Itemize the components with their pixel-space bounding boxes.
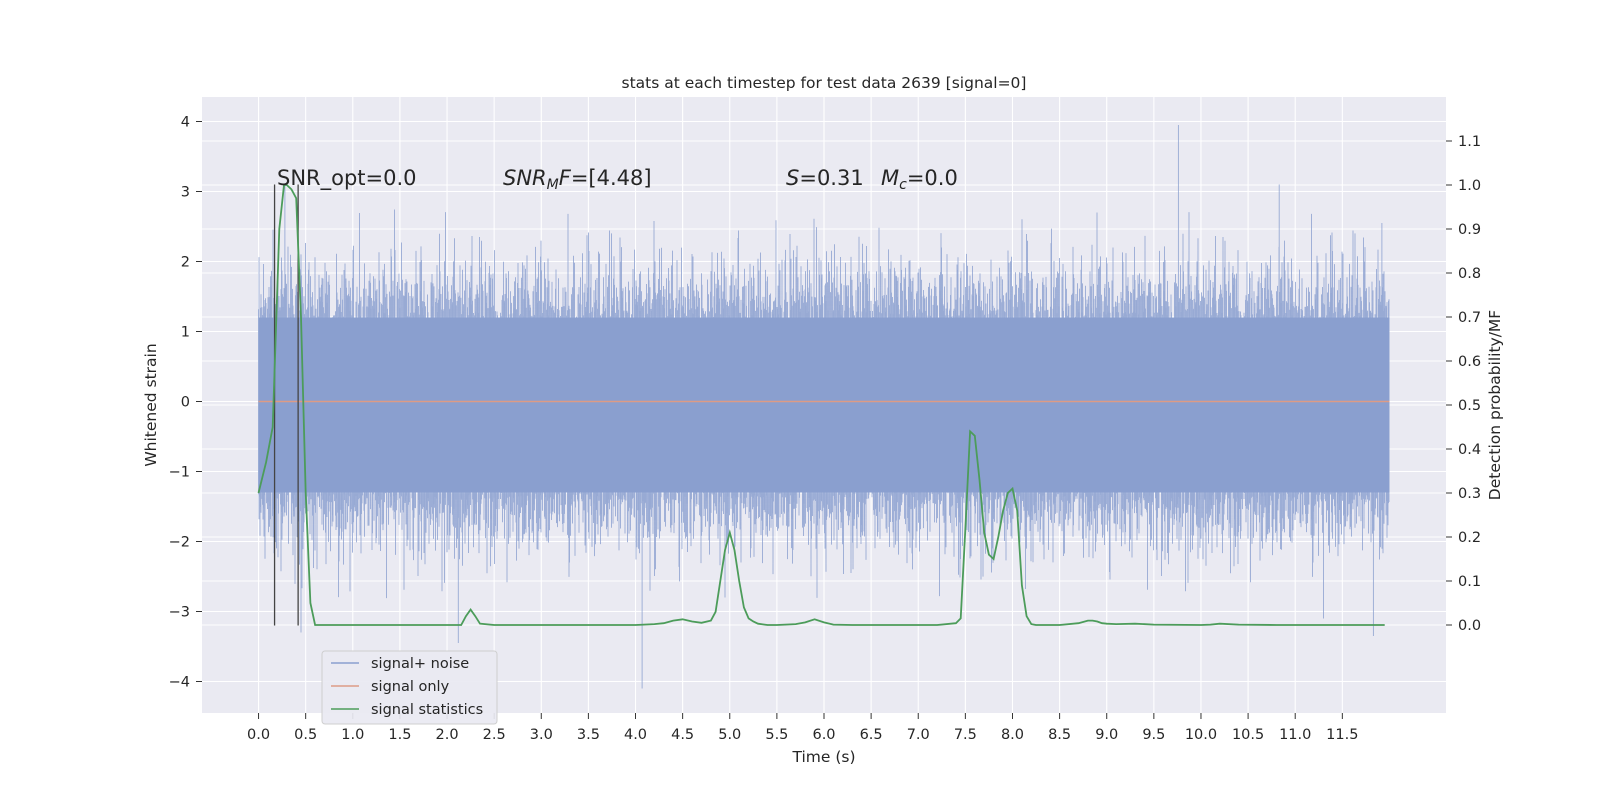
y-tick-label-right: 0.6	[1458, 354, 1481, 370]
legend: signal+ noise signal only signal statist…	[321, 650, 498, 725]
x-tick-label: 0.0	[247, 727, 270, 743]
x-tick-label: 10.0	[1185, 727, 1217, 743]
y-tick-label-right: 0.2	[1458, 530, 1481, 546]
y-axis-label-right: Detection probability/MF	[1486, 310, 1504, 501]
x-tick-label: 5.5	[765, 727, 788, 743]
y-tick-label-right: 0.0	[1458, 618, 1481, 634]
legend-label-signal-only: signal only	[371, 679, 450, 695]
y-tick-label-right: 0.4	[1458, 442, 1481, 458]
x-tick-label: 4.0	[624, 727, 647, 743]
y-tick-label-right: 0.1	[1458, 574, 1481, 590]
lines-layer	[257, 184, 1390, 626]
annotation-s: S=0.31	[786, 166, 864, 190]
x-tick-label: 0.5	[294, 727, 317, 743]
y-tick-label: 4	[181, 115, 190, 131]
y-tick-label-right: 0.8	[1458, 266, 1481, 282]
legend-box	[321, 650, 498, 725]
y-tick-label: 1	[181, 325, 190, 341]
series-signal-noise	[258, 125, 1390, 689]
y-tick-label: −1	[169, 465, 190, 481]
annotation-snr-mf: SNRMF=[4.48]	[503, 166, 652, 193]
signal-noise-series	[258, 125, 1390, 689]
y-tick-label: −3	[169, 605, 190, 621]
legend-label-signal-statistics: signal statistics	[371, 702, 483, 718]
x-tick-label: 6.5	[860, 727, 883, 743]
x-tick-label: 1.5	[388, 727, 411, 743]
x-tick-label: 7.5	[954, 727, 977, 743]
y-tick-label: 0	[181, 395, 190, 411]
y-tick-label: −2	[169, 535, 190, 551]
x-tick-label: 4.5	[671, 727, 694, 743]
y-tick-label-right: 1.1	[1458, 134, 1481, 150]
x-tick-label: 7.0	[907, 727, 930, 743]
annotation-snr-opt: SNR_opt=0.0	[277, 166, 417, 191]
legend-label-signal-noise: signal+ noise	[371, 656, 469, 672]
y-tick-label-right: 0.5	[1458, 398, 1481, 414]
y-axis-label: Whitened strain	[142, 343, 160, 466]
x-tick-label: 11.0	[1279, 727, 1311, 743]
y-ticks-left: 4 3 2 1 0 −1 −2 −3 −4	[169, 115, 202, 691]
x-tick-label: 9.0	[1095, 727, 1118, 743]
y-tick-label-right: 1.0	[1458, 178, 1481, 194]
y-tick-label-right: 0.7	[1458, 310, 1481, 326]
y-tick-label: −4	[169, 675, 190, 691]
x-tick-label: 3.0	[530, 727, 553, 743]
y-tick-label: 3	[181, 185, 190, 201]
y-tick-label: 2	[181, 255, 190, 271]
x-tick-label: 2.0	[435, 727, 458, 743]
series-signal-statistics	[257, 184, 1385, 626]
y-ticks-right: 0.0 0.1 0.2 0.3 0.4 0.5 0.6 0.7 0.8 0.9 1.0 1.1	[1446, 134, 1481, 634]
x-tick-label: 3.5	[577, 727, 600, 743]
x-tick-label: 5.0	[718, 727, 741, 743]
annotation-mc: Mc=0.0	[881, 166, 958, 193]
x-tick-label: 6.0	[812, 727, 835, 743]
x-axis-label: Time (s)	[791, 748, 855, 766]
chart-title: stats at each timestep for test data 263…	[622, 74, 1027, 92]
x-tick-label: 2.5	[483, 727, 506, 743]
x-tick-label: 8.0	[1001, 727, 1024, 743]
x-tick-label: 1.0	[341, 727, 364, 743]
x-ticks: 0.0 0.5 1.0 1.5 2.0 2.5 3.0 3.5 4.0 4.5 5.0 5.5 6.0 6…	[247, 713, 1358, 743]
x-tick-label: 8.5	[1048, 727, 1071, 743]
x-tick-label: 10.5	[1232, 727, 1264, 743]
x-tick-label: 11.5	[1326, 727, 1358, 743]
y-tick-label-right: 0.3	[1458, 486, 1481, 502]
y-tick-label-right: 0.9	[1458, 222, 1481, 238]
x-tick-label: 9.5	[1142, 727, 1165, 743]
